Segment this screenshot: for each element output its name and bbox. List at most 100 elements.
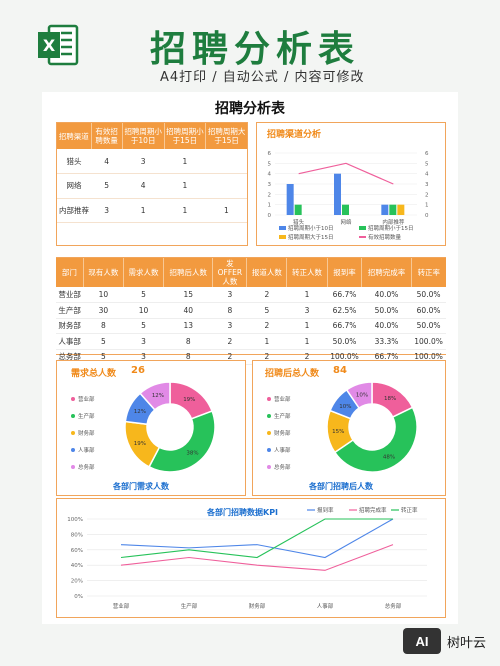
table-cell: 1: [205, 198, 247, 223]
dept-table: 部门 现有人数 需求人数 招聘后人数 发OFFER人数 报道人数 转正人数 报到…: [56, 258, 446, 365]
dept-header-cell: 转正率: [411, 258, 446, 287]
x-tick-label: 总务部: [385, 602, 402, 610]
table-cell: 3: [212, 318, 247, 334]
table-cell: 15: [163, 287, 213, 303]
legend-item: 招聘周期小于15日: [359, 224, 414, 232]
line-报到率: [120, 518, 394, 559]
table-cell: 1: [164, 198, 206, 223]
dept-header-cell: 部门: [56, 258, 84, 287]
sheet-title: 招聘分析表: [215, 101, 285, 117]
y-tick-label: 4: [268, 172, 272, 178]
legend-dot: [267, 465, 271, 469]
table-cell: [205, 149, 247, 174]
channel-header-cell: 招聘周期小于15日: [164, 123, 207, 149]
table-cell: 3: [212, 287, 247, 303]
x-tick-label: 猎头: [293, 218, 305, 226]
legend-swatch: [359, 236, 366, 238]
table-cell: 3: [123, 333, 164, 350]
y-tick-label: 3: [268, 182, 272, 188]
dept-header-cell: 报到率: [327, 258, 363, 287]
x-tick-label: 生产部: [181, 602, 198, 610]
y2-tick-label: 1: [425, 203, 429, 209]
legend-label: 生产部: [78, 414, 95, 420]
demand-pie-box: 需求总人数 26 19% 38% 19% 12% 12% 营业部 生产部 财务部 人事部 总务部…: [56, 360, 246, 496]
legend-label: 招聘周期大于15日: [288, 235, 334, 241]
line-转正率: [120, 518, 393, 559]
channel-header-cell: 招聘渠道: [57, 123, 92, 149]
kpi-line-chart: 各部门招聘数据KPI 0% 20% 40% 60% 80% 100% 营业部 生产部 财务部 人事部…: [67, 506, 427, 610]
legend-label: 人事部: [274, 448, 291, 454]
legend-label: 总务部: [274, 465, 291, 471]
legend-swatch: [279, 226, 286, 230]
table-row: 内部推荐 3 1 1 1: [57, 198, 247, 223]
table-cell: 8: [212, 302, 247, 319]
bar-招聘周期小于10日: [381, 204, 389, 215]
table-row: 人事部 5 3 8 2 1 1 50.0% 33.3% 100.0%: [56, 333, 446, 350]
after-donut-chart: 18% 48% 15% 10% 10%: [326, 381, 418, 473]
slice-label: 19%: [134, 441, 146, 447]
table-cell: 2: [212, 333, 247, 350]
table-cell: 人事部: [56, 333, 84, 350]
after-total: 84: [333, 365, 347, 376]
table-cell: 33.3%: [361, 333, 412, 350]
table-cell: [205, 173, 247, 199]
y2-tick-label: 3: [425, 182, 429, 188]
table-cell: 1: [286, 318, 328, 334]
table-cell: 5: [123, 318, 164, 334]
dept-table-box: 部门 现有人数 需求人数 招聘后人数 发OFFER人数 报道人数 转正人数 报到…: [56, 257, 446, 365]
table-cell: 2: [246, 287, 287, 303]
table-cell: 营业部: [56, 287, 84, 303]
legend-item: 人事部: [267, 446, 291, 454]
legend-item: 生产部: [71, 412, 95, 420]
y-tick-label: 80%: [71, 532, 83, 538]
table-cell: 8: [163, 333, 213, 350]
chart-title: 各部门招聘数据KPI: [206, 507, 278, 517]
legend-label: 生产部: [274, 414, 291, 420]
table-cell: 1: [164, 173, 206, 199]
table-cell: 40.0%: [361, 318, 412, 334]
legend-dot: [267, 414, 271, 418]
table-cell: 1: [246, 333, 287, 350]
legend-label: 招聘周期小于10日: [288, 226, 334, 232]
table-cell: 66.7%: [327, 318, 362, 334]
slice-label: 38%: [186, 450, 198, 456]
legend-dot: [267, 448, 271, 452]
after-box-title: 招聘后总人数: [265, 369, 320, 379]
legend-label: 招聘周期小于15日: [368, 226, 414, 232]
table-cell: 5: [83, 333, 124, 350]
demand-total: 26: [131, 365, 145, 376]
table-cell: 66.7%: [327, 287, 362, 303]
legend-label: 财务部: [78, 431, 95, 437]
legend-label: 营业部: [78, 397, 95, 403]
legend-item: 生产部: [267, 412, 291, 420]
table-cell: 1: [286, 333, 328, 350]
table-cell: 5: [246, 302, 287, 319]
table-cell: 50.0%: [361, 302, 412, 319]
legend-item: 有效招聘数量: [359, 233, 401, 241]
excel-logo-letter: X: [43, 36, 56, 55]
line-招聘完成率: [120, 544, 394, 571]
y-tick-label: 1: [268, 203, 272, 209]
table-cell: 60.0%: [411, 302, 446, 319]
legend-item: 人事部: [71, 446, 95, 454]
slice-label: 18%: [384, 396, 396, 402]
table-cell: 50.0%: [411, 318, 446, 334]
table-cell: 4: [91, 149, 123, 174]
watermark-text: 树叶云: [447, 635, 487, 651]
dept-header-cell: 需求人数: [123, 258, 165, 287]
table-row: 财务部 8 5 13 3 2 1 66.7% 40.0% 50.0%: [56, 318, 446, 334]
legend-item: 财务部: [71, 429, 95, 437]
legend-label: 有效招聘数量: [368, 235, 402, 241]
table-cell: 50.0%: [411, 287, 446, 303]
slice-label: 12%: [152, 393, 164, 399]
x-tick-label: 人事部: [317, 602, 334, 610]
legend-item: 营业部: [267, 395, 291, 403]
watermark-logo-icon: AI: [403, 628, 441, 654]
table-cell: 2: [246, 318, 287, 334]
legend-item: 财务部: [267, 429, 291, 437]
y2-tick-label: 0: [425, 213, 429, 219]
legend-item: 招聘周期小于10日: [279, 224, 334, 232]
channel-chart-box: 招聘渠道分析 0 0 1 1 2 2 3 3 4 4 5 5 6 6 猎头 网络 内部推荐 招聘周期小于10日 招…: [256, 122, 446, 246]
legend-swatch: [279, 235, 286, 239]
y2-tick-label: 6: [425, 151, 429, 157]
